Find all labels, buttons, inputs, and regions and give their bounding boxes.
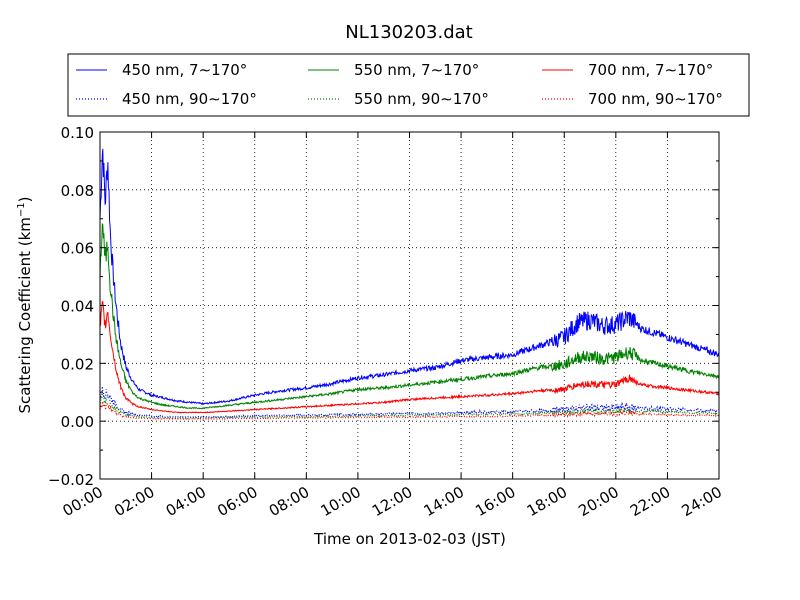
legend-label: 450 nm, 90∼170° xyxy=(122,90,257,108)
x-tick-labels: 00:00 02:00 04:00 06:00 08:00 10:00 12:00 14:00… xyxy=(60,483,725,520)
x-tick-label: 16:00 xyxy=(472,483,518,520)
x-tick-label: 20:00 xyxy=(575,483,621,520)
y-tick-label: 0.04 xyxy=(61,298,94,316)
y-axis-label-close: ) xyxy=(16,196,34,202)
legend-label: 450 nm, 7∼170° xyxy=(122,61,247,79)
y-tick-label: 0.02 xyxy=(61,355,94,373)
y-tick-label: 0.00 xyxy=(61,413,94,431)
x-axis-label: Time on 2013-02-03 (JST) xyxy=(313,530,506,548)
y-tick-labels: −0.02 0.00 0.02 0.04 0.06 0.08 0.10 xyxy=(48,124,94,489)
y-tick-label: 0.06 xyxy=(61,240,94,258)
x-tick-label: 06:00 xyxy=(214,483,260,520)
legend-frame xyxy=(67,53,750,117)
legend-label: 550 nm, 90∼170° xyxy=(354,90,489,108)
plot-background xyxy=(100,132,719,479)
x-tick-label: 12:00 xyxy=(369,483,415,520)
x-tick-label: 24:00 xyxy=(679,483,725,520)
x-tick-label: 10:00 xyxy=(317,483,363,520)
y-axis-label-main: Scattering Coefficient (km xyxy=(16,217,34,413)
y-axis-label: Scattering Coefficient (km−1) xyxy=(16,196,34,413)
y-tick-label: 0.10 xyxy=(61,124,94,142)
x-tick-label: 22:00 xyxy=(627,483,673,520)
series-lines xyxy=(99,148,720,420)
series-line-6 xyxy=(99,401,720,420)
chart-title: NL130203.dat xyxy=(345,22,472,43)
series-line-1 xyxy=(99,148,720,406)
x-tick-label: 04:00 xyxy=(163,483,209,520)
series-line-4 xyxy=(99,393,720,420)
legend-label: 550 nm, 7∼170° xyxy=(354,61,479,79)
legend-label: 700 nm, 90∼170° xyxy=(588,90,723,108)
y-tick-label: −0.02 xyxy=(48,471,94,489)
x-tick-label: 18:00 xyxy=(524,483,570,520)
y-axis-label-superscript: −1 xyxy=(16,202,27,217)
x-tick-label: 08:00 xyxy=(266,483,312,520)
y-tick-label: 0.08 xyxy=(61,182,94,200)
series-line-5 xyxy=(99,301,720,414)
axis-ticks xyxy=(99,131,720,480)
plot-area xyxy=(99,131,720,480)
series-line-3 xyxy=(99,222,720,410)
legend: 450 nm, 7∼170° 550 nm, 7∼170° 700 nm, 7∼17… xyxy=(67,53,750,117)
x-tick-label: 02:00 xyxy=(111,483,157,520)
legend-label: 700 nm, 7∼170° xyxy=(588,61,713,79)
legend-entries: 450 nm, 7∼170° 550 nm, 7∼170° 700 nm, 7∼17… xyxy=(76,61,723,108)
series-line-2 xyxy=(99,386,720,419)
x-tick-label: 14:00 xyxy=(421,483,467,520)
